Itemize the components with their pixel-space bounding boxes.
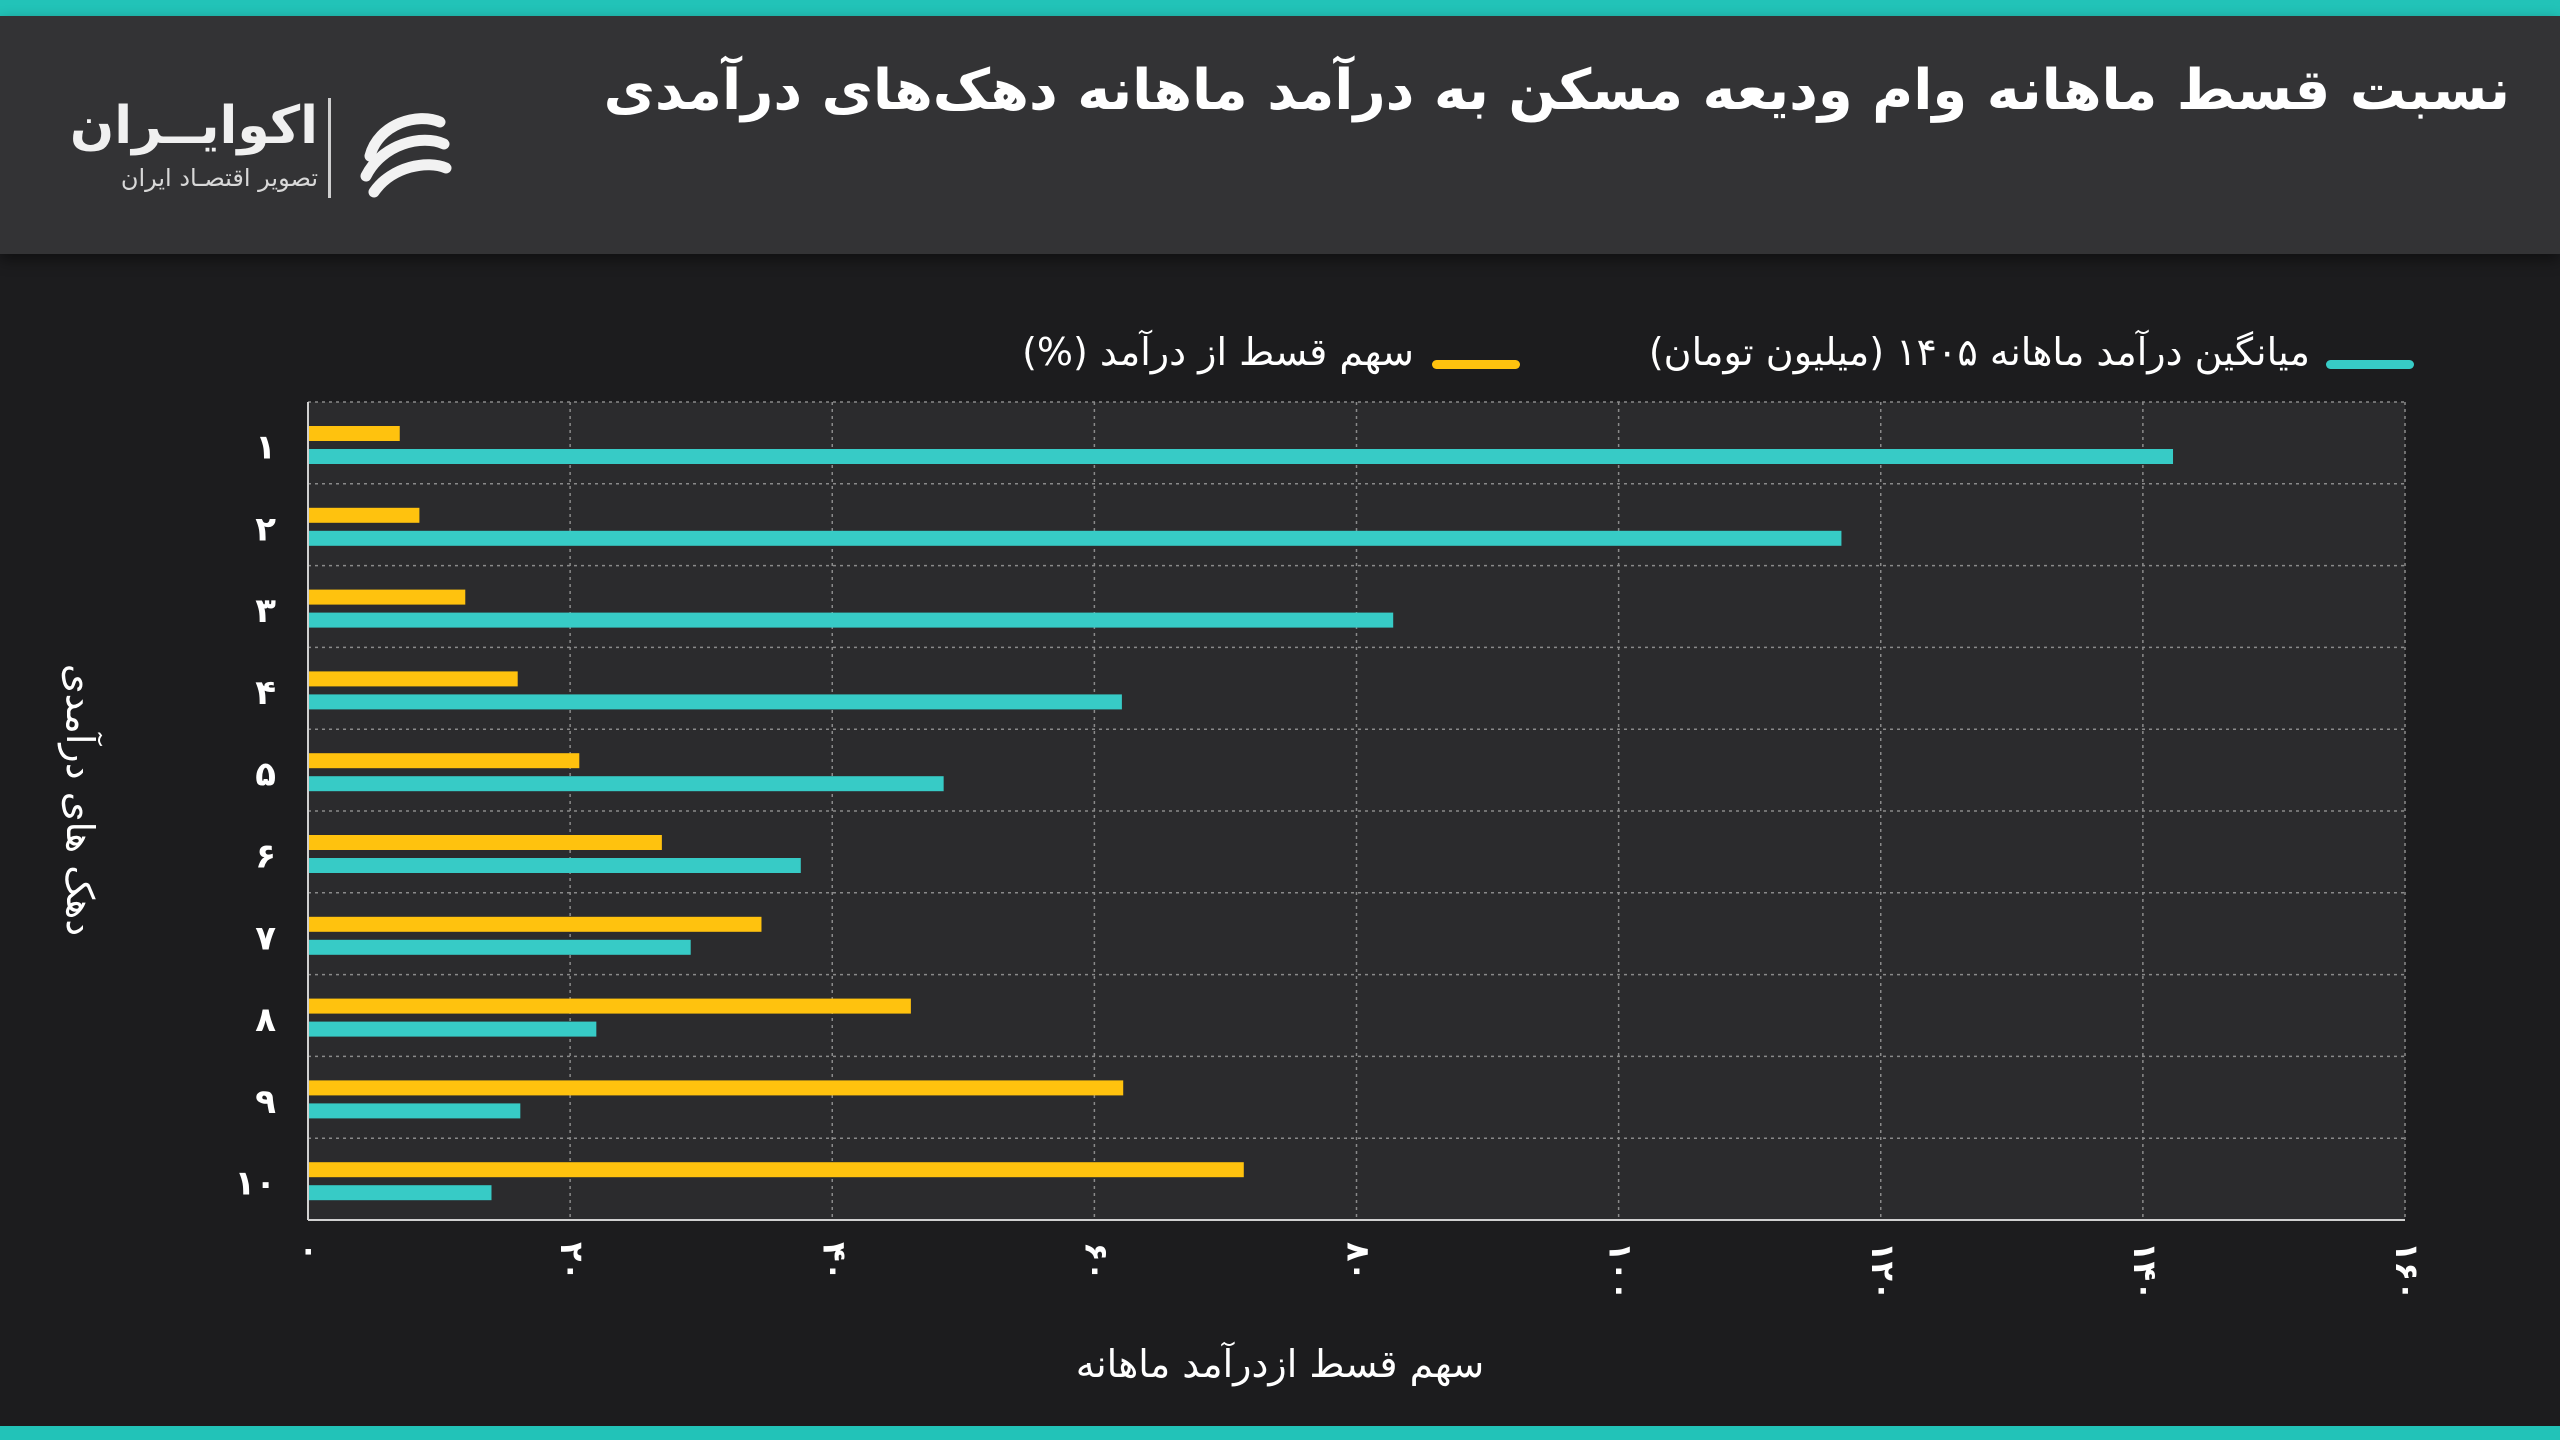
y-tick-label: ۸ [255,1000,276,1040]
bar-share-7 [309,916,762,932]
bar-share-5 [309,753,580,769]
bottom-accent-stripe [0,1426,2560,1440]
legend-item-share: سهم قسط از درآمد (%) [1000,322,1540,382]
y-tick-label: ۲ [255,509,276,549]
bar-income-10 [309,1185,492,1201]
y-tick-label: ۵ [255,755,276,795]
bar-income-1 [309,449,2174,464]
x-tick-label: ۱۶۰ [2388,1242,2426,1301]
legend-swatch-income [2326,360,2414,369]
y-tick-label: ۱۰ [234,1164,276,1204]
ecoiran-logo-icon [360,113,452,198]
bar-income-5 [309,776,944,792]
legend-item-income: میانگین درآمد ماهانه ۱۴۰۵ (میلیون تومان) [1560,322,2420,382]
x-tick-label: ۱۴۰ [2126,1242,2164,1301]
bar-income-3 [309,612,1394,628]
page-title: نسبت قسط ماهانه وام ودیعه مسکن به درآمد … [603,58,2510,123]
header-bar: اکوایــران تصویر اقتصـاد ایران نسبت قسط … [0,16,2560,254]
bar-share-9 [309,1080,1124,1096]
y-tick-label: ۴ [255,673,276,713]
bar-income-4 [309,694,1122,710]
legend-label-share: سهم قسط از درآمد (%) [1022,330,1414,374]
chart-legend: میانگین درآمد ماهانه ۱۴۰۵ (میلیون تومان)… [0,322,2560,382]
legend-swatch-share [1432,360,1520,369]
y-tick-label: ۳ [255,591,276,631]
x-tick-label: ۸۰ [1340,1242,1378,1281]
x-tick-label: ۶۰ [1077,1242,1115,1281]
bar-income-9 [309,1103,521,1119]
y-axis-title: دهک های درآمدی [58,663,102,937]
bar-share-4 [309,671,518,687]
bar-share-6 [309,835,662,850]
x-tick-label: ۰ [291,1242,329,1262]
x-tick-label: ۴۰ [815,1242,853,1281]
y-tick-label: ۷ [255,918,276,958]
bar-income-2 [309,530,1842,546]
bar-income-8 [309,1021,597,1037]
y-tick-label: ۹ [255,1082,276,1122]
logo-tagline: تصویر اقتصـاد ایران [120,164,318,192]
x-axis-title: سهم قسط ازدرآمد ماهانه [1075,1342,1485,1386]
ecoiran-logo: اکوایــران تصویر اقتصـاد ایران [70,76,468,216]
top-accent-stripe [0,0,2560,16]
y-tick-label: ۶ [255,837,276,877]
bar-share-8 [309,998,911,1014]
bar-income-6 [309,858,801,873]
legend-label-income: میانگین درآمد ماهانه ۱۴۰۵ (میلیون تومان) [1648,330,2310,374]
bar-share-1 [309,426,400,441]
y-tick-label: ۱ [255,428,276,468]
y-axis-title-wrap: دهک های درآمدی [40,640,120,960]
logo-divider [328,98,331,198]
x-tick-label: ۱۰۰ [1602,1242,1640,1301]
logo-name: اکوایــران [69,96,318,156]
x-tick-label: ۱۲۰ [1864,1242,1902,1301]
bar-share-10 [309,1162,1244,1178]
x-tick-label: ۲۰ [553,1242,591,1281]
bar-share-3 [309,589,466,605]
bar-share-2 [309,507,420,523]
bar-income-7 [309,939,691,955]
